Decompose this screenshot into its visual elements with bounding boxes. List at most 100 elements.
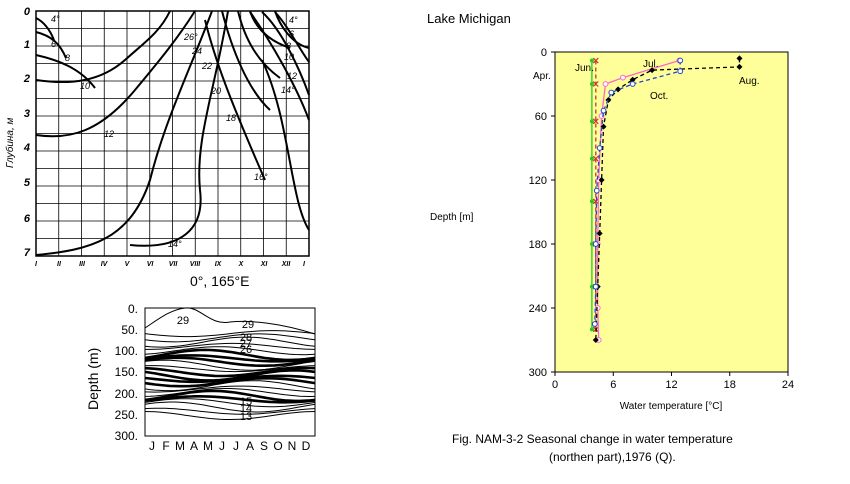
contour-x-tick: J bbox=[233, 439, 239, 453]
lake-y-axis-label: Depth [m] bbox=[430, 212, 474, 223]
iso-x-tick: III bbox=[79, 261, 86, 268]
lake-x-tick-label: 0 bbox=[552, 379, 558, 391]
series-point-jun bbox=[592, 81, 599, 87]
iso-label: 20 bbox=[210, 86, 221, 96]
isotherm-grid bbox=[36, 11, 309, 256]
lake-x-tick-label: 12 bbox=[665, 379, 677, 391]
isoline-4 bbox=[35, 17, 55, 41]
isoline-right-8 bbox=[249, 11, 310, 121]
contour-line bbox=[144, 395, 316, 404]
lake-y-tick-label: 0 bbox=[541, 47, 547, 59]
contour-label: 13 bbox=[240, 411, 252, 423]
lake-x-tick-label: 18 bbox=[724, 379, 736, 391]
contour-y-tick: 50. bbox=[121, 323, 138, 337]
series-point-oct bbox=[608, 89, 615, 96]
contour-x-tick: N bbox=[288, 439, 297, 453]
series-label-oct: Oct. bbox=[650, 91, 668, 102]
depth-contour-chart: 29 29 28 27 26 15 14 13 0. 50. 100. 150.… bbox=[85, 302, 316, 453]
isoline-right-4 bbox=[274, 11, 310, 63]
series-point-jun bbox=[592, 155, 599, 162]
fig-caption-line2: (northen part),1976 (Q). bbox=[549, 450, 676, 464]
lake-y-tick-label: 120 bbox=[529, 175, 547, 187]
contour-label: 29 bbox=[242, 319, 254, 331]
iso-y-tick: 4 bbox=[23, 142, 30, 154]
contour-line bbox=[144, 407, 316, 415]
series-point-apr bbox=[589, 284, 594, 289]
lake-plot-area bbox=[554, 51, 789, 373]
lake-x-tick-label: 24 bbox=[782, 379, 794, 391]
contour-line bbox=[144, 333, 316, 343]
contour-label: 15 bbox=[240, 396, 252, 408]
series-point-oct bbox=[593, 187, 600, 194]
contour-line bbox=[144, 359, 316, 371]
contour-line bbox=[144, 365, 316, 373]
isoline-right-6 bbox=[261, 11, 310, 96]
isoline-10 bbox=[35, 10, 171, 84]
contour-label: 14 bbox=[240, 403, 252, 415]
series-point-aug bbox=[649, 67, 656, 74]
iso-y-tick: 5 bbox=[24, 177, 31, 189]
isoline-6 bbox=[35, 31, 67, 59]
iso-label: 12 bbox=[287, 71, 297, 81]
series-label-apr: Apr. bbox=[533, 71, 551, 82]
isoline-12 bbox=[35, 10, 196, 138]
contour-line bbox=[144, 346, 316, 356]
contour-line bbox=[144, 307, 316, 335]
series-point-jun bbox=[592, 118, 599, 125]
isotherm-contours bbox=[35, 10, 310, 256]
series-point-oct bbox=[677, 68, 684, 75]
series-label-jul: Jul. bbox=[643, 59, 659, 70]
iso-x-tick: II bbox=[57, 261, 62, 268]
series-point-oct bbox=[592, 283, 599, 290]
iso-label: 6 bbox=[51, 39, 56, 49]
iso-x-tick: VIII bbox=[190, 261, 202, 268]
contour-x-tick: S bbox=[260, 439, 268, 453]
lake-series-group bbox=[589, 55, 743, 343]
contour-y-tick: 250. bbox=[115, 408, 138, 422]
series-point-aug bbox=[736, 63, 743, 70]
series-point-apr bbox=[589, 82, 594, 86]
contour-y-tick: 150. bbox=[115, 365, 138, 379]
contour-line bbox=[144, 366, 316, 378]
series-point-aug bbox=[598, 177, 605, 183]
contour-line bbox=[144, 385, 316, 393]
series-point-apr bbox=[589, 242, 594, 246]
isoline-20 bbox=[221, 10, 271, 111]
series-point-apr bbox=[589, 327, 594, 332]
contour-x-tick: J bbox=[149, 439, 155, 453]
lake-y-tick-label: 180 bbox=[529, 239, 547, 251]
iso-x-tick: X bbox=[238, 261, 245, 268]
iso-x-tick: VII bbox=[169, 261, 179, 268]
iso-label: 26° bbox=[183, 32, 198, 42]
iso-x-tick: I bbox=[303, 261, 306, 268]
contour-line bbox=[144, 330, 316, 338]
contour-line bbox=[144, 401, 316, 413]
iso-label: 14° bbox=[168, 239, 182, 249]
iso-label: 12 bbox=[104, 129, 114, 139]
series-point-jun bbox=[592, 57, 599, 64]
series-point-oct bbox=[591, 321, 598, 327]
isoline-18 bbox=[204, 19, 266, 181]
iso-label: 4° bbox=[51, 14, 60, 24]
isotherm-caption: 0°, 165°E bbox=[190, 273, 250, 289]
contour-x-tick: A bbox=[190, 439, 198, 453]
contour-lines bbox=[144, 307, 316, 420]
isoline-right-10 bbox=[261, 59, 310, 231]
series-point-aug bbox=[605, 97, 612, 103]
isoline-16 bbox=[129, 10, 229, 247]
series-point-oct bbox=[600, 107, 607, 114]
series-label-aug: Aug. bbox=[739, 76, 760, 87]
iso-y-axis-label: Глубина, м bbox=[4, 117, 16, 168]
iso-y-tick: 0 bbox=[24, 6, 31, 18]
iso-x-tick: IV bbox=[101, 261, 109, 268]
isoline-8 bbox=[35, 54, 96, 89]
iso-label: 8 bbox=[65, 53, 70, 63]
contour-x-tick: F bbox=[162, 439, 169, 453]
series-point-oct bbox=[629, 81, 636, 87]
isoline-14 bbox=[35, 10, 213, 256]
iso-y-tick: 7 bbox=[24, 247, 31, 259]
contour-line bbox=[144, 389, 316, 403]
contour-y-axis-label: Depth (m) bbox=[85, 348, 101, 410]
lake-y-tick-label: 240 bbox=[529, 303, 547, 315]
